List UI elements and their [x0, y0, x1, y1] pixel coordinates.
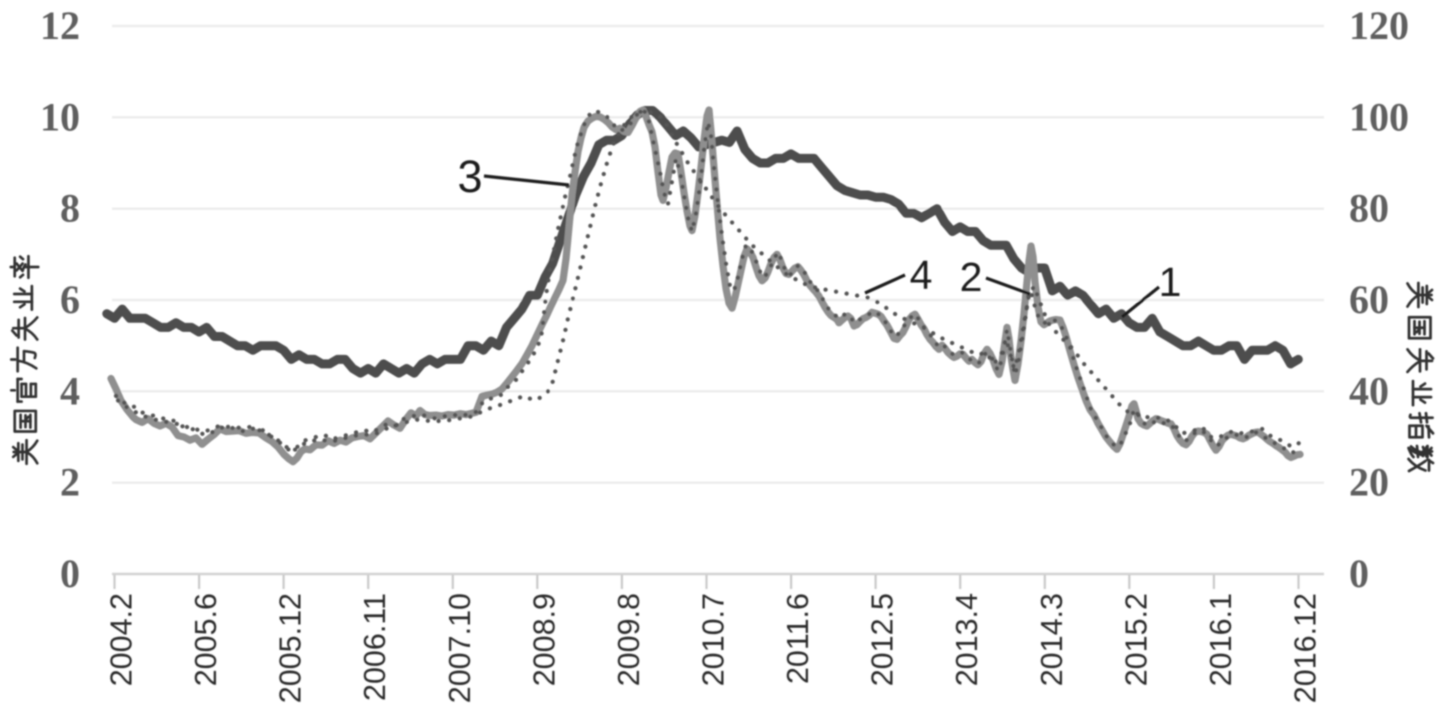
svg-text:2011.6: 2011.6	[781, 593, 815, 684]
svg-text:60: 60	[1349, 277, 1389, 322]
svg-text:3: 3	[457, 151, 482, 202]
svg-text:2005.6: 2005.6	[189, 593, 223, 686]
svg-text:2005.12: 2005.12	[274, 593, 308, 703]
svg-text:40: 40	[1349, 368, 1389, 413]
svg-text:0: 0	[1349, 551, 1369, 596]
svg-text:4: 4	[910, 252, 933, 298]
svg-text:6: 6	[60, 277, 80, 322]
svg-text:2: 2	[960, 254, 983, 300]
svg-text:2016.1: 2016.1	[1204, 593, 1238, 686]
svg-text:2007.10: 2007.10	[443, 593, 477, 703]
svg-text:80: 80	[1349, 186, 1389, 231]
svg-text:2008.9: 2008.9	[527, 593, 561, 686]
svg-text:2013.4: 2013.4	[950, 593, 984, 686]
svg-text:2: 2	[60, 460, 80, 505]
svg-text:10: 10	[40, 94, 80, 139]
svg-text:2006.11: 2006.11	[358, 593, 392, 701]
svg-text:2015.2: 2015.2	[1119, 593, 1153, 686]
svg-text:12: 12	[40, 3, 80, 48]
svg-text:100: 100	[1349, 94, 1409, 139]
svg-text:4: 4	[60, 368, 80, 413]
svg-text:120: 120	[1349, 3, 1409, 48]
svg-text:2014.3: 2014.3	[1035, 593, 1069, 686]
svg-text:2016.12: 2016.12	[1289, 593, 1323, 703]
svg-text:8: 8	[60, 186, 80, 231]
svg-text:20: 20	[1349, 460, 1389, 505]
svg-text:2004.2: 2004.2	[105, 593, 139, 686]
svg-text:2009.8: 2009.8	[612, 593, 646, 686]
svg-text:2010.7: 2010.7	[697, 593, 731, 686]
svg-text:0: 0	[60, 551, 80, 596]
svg-text:2012.5: 2012.5	[866, 593, 900, 686]
svg-text:1: 1	[1159, 259, 1182, 305]
